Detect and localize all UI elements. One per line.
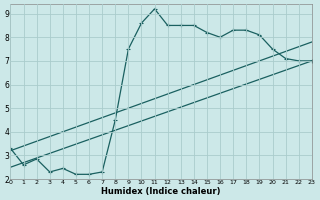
X-axis label: Humidex (Indice chaleur): Humidex (Indice chaleur) [101,187,221,196]
